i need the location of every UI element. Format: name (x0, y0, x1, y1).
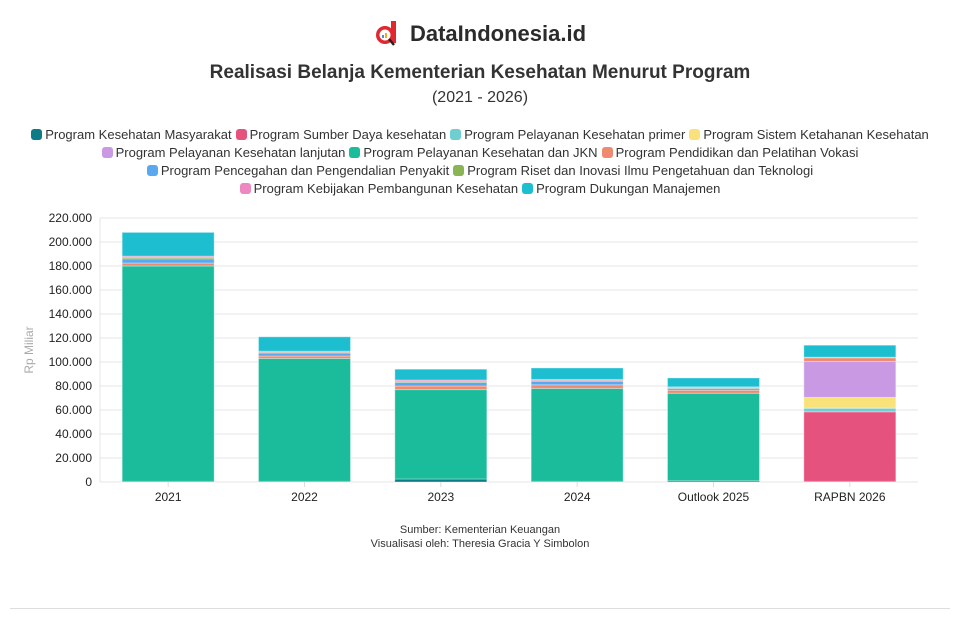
chart-title: Realisasi Belanja Kementerian Kesehatan … (209, 62, 751, 83)
y-tick-label: 100.000 (49, 355, 93, 369)
bar-segment (803, 357, 897, 362)
bar-segment (530, 367, 624, 380)
legend-row: Program Pelayanan Kesehatan lanjutan Prog… (0, 143, 960, 161)
bar-segment (803, 411, 897, 482)
bar-segment (121, 231, 215, 257)
legend-swatch (349, 146, 361, 158)
y-tick-label: 60.000 (55, 403, 92, 417)
stacked-bar-chart: 0 20.000 40.000 60.000 80.000 100.000 120.000 1… (22, 211, 918, 504)
legend-label: Program Pencegahan dan Pengendalian Peny… (160, 162, 450, 178)
footer: Sumber: Kementerian Keuangan Visualisasi… (0, 523, 960, 551)
legend-item[interactable]: Program Pelayanan Kesehatan lanjutan (101, 144, 346, 160)
legend-label: Program Pelayanan Kesehatan dan JKN (363, 144, 598, 160)
legend-swatch (601, 146, 613, 158)
legend-label: Program Pelayanan Kesehatan primer (464, 126, 686, 142)
legend-swatch (235, 128, 247, 140)
legend-item[interactable]: Program Kesehatan Masyarakat (31, 126, 232, 142)
legend-item[interactable]: Program Pendidikan dan Pelatihan Vokasi (601, 144, 859, 160)
y-axis-label: Rp Miliar (22, 326, 36, 373)
bar-segment (121, 265, 215, 482)
legend-item[interactable]: Program Sumber Daya kesehatan (235, 126, 447, 142)
legend-label: Program Pelayanan Kesehatan lanjutan (115, 144, 346, 160)
x-tick-label: 2022 (291, 490, 318, 504)
legend-swatch (522, 182, 534, 194)
y-tick-label: 80.000 (55, 379, 92, 393)
legend: Program Kesehatan Masyarakat Program Sumb… (0, 125, 960, 197)
bar-segment (530, 387, 624, 482)
bar-segment (667, 392, 760, 482)
y-tick-label: 120.000 (49, 331, 93, 345)
legend-label: Program Kesehatan Masyarakat (45, 126, 232, 142)
legend-item[interactable]: Program Riset dan Inovasi Ilmu Pengetahu… (453, 163, 813, 178)
legend-swatch (31, 128, 43, 140)
legend-item[interactable]: Program Kebijakan Pembangunan Kesehatan (239, 180, 519, 196)
bar-segment (803, 344, 897, 358)
y-tick-label: 180.000 (49, 259, 93, 273)
legend-swatch (450, 128, 462, 140)
legend-swatch (146, 164, 158, 176)
bar-segment (394, 368, 488, 381)
bar-segment (667, 377, 760, 388)
bar-segment (803, 407, 897, 413)
legend-swatch (453, 164, 465, 176)
bar-segment (394, 385, 488, 391)
legend-row: Program Kesehatan Masyarakat Program Sumb… (0, 125, 960, 143)
legend-swatch (689, 128, 701, 140)
y-tick-label: 200.000 (49, 235, 93, 249)
legend-item[interactable]: Program Pelayanan Kesehatan primer (450, 127, 685, 142)
y-tick-label: 0 (85, 475, 92, 489)
legend-label: Program Pendidikan dan Pelatihan Vokasi (615, 144, 859, 160)
legend-label: Program Dukungan Manajemen (536, 180, 721, 196)
legend-item[interactable]: Program Sistem Ketahanan Kesehatan (689, 126, 929, 142)
bar-segment (803, 360, 897, 398)
credit-text: Visualisasi oleh: Theresia Gracia Y Simb… (370, 538, 590, 550)
legend-swatch (101, 146, 113, 158)
bar-segment (258, 350, 351, 353)
legend-label: Program Sistem Ketahanan Kesehatan (703, 126, 929, 142)
chart-subtitle: (2021 - 2026) (431, 89, 529, 106)
legend-item[interactable]: Program Pencegahan dan Pengendalian Peny… (146, 162, 450, 178)
bar-segment (121, 258, 215, 264)
y-tick-label: 220.000 (49, 211, 93, 225)
x-tick-label: Outlook 2025 (678, 490, 750, 504)
bar-segment (667, 389, 760, 394)
x-tick-label: 2023 (427, 490, 454, 504)
brand-header: DataIndonesia.id (0, 20, 960, 48)
bar-segment (803, 396, 897, 409)
bar-segment (258, 336, 351, 352)
x-tick-label: 2024 (564, 490, 591, 504)
legend-label: Program Sumber Daya kesehatan (249, 126, 447, 142)
brand-name: DataIndonesia.id (409, 21, 587, 46)
magnifier-d-logo-icon (375, 21, 396, 46)
legend-row: Program Pencegahan dan Pengendalian Peny… (0, 161, 960, 179)
legend-row: Program Kebijakan Pembangunan Kesehatan P… (0, 179, 960, 197)
legend-label: Program Riset dan Inovasi Ilmu Pengetahu… (467, 162, 814, 178)
y-tick-label: 160.000 (49, 283, 93, 297)
legend-swatch (239, 182, 251, 194)
bar-segment (530, 384, 624, 389)
x-tick-label: 2021 (155, 490, 182, 504)
bar-segment (394, 381, 488, 387)
bar-segment (258, 357, 351, 482)
y-tick-label: 40.000 (55, 427, 92, 441)
x-tick-label: RAPBN 2026 (814, 490, 886, 504)
legend-item[interactable]: Program Dukungan Manajemen (522, 181, 720, 196)
bar-segment (530, 380, 624, 386)
y-tick-label: 20.000 (55, 451, 92, 465)
source-text: Sumber: Kementerian Keuangan (399, 524, 561, 536)
legend-label: Program Kebijakan Pembangunan Kesehatan (253, 180, 519, 196)
divider (10, 608, 950, 609)
y-tick-label: 140.000 (49, 307, 93, 321)
bar-segment (394, 389, 488, 480)
legend-item[interactable]: Program Pelayanan Kesehatan dan JKN (349, 144, 598, 160)
